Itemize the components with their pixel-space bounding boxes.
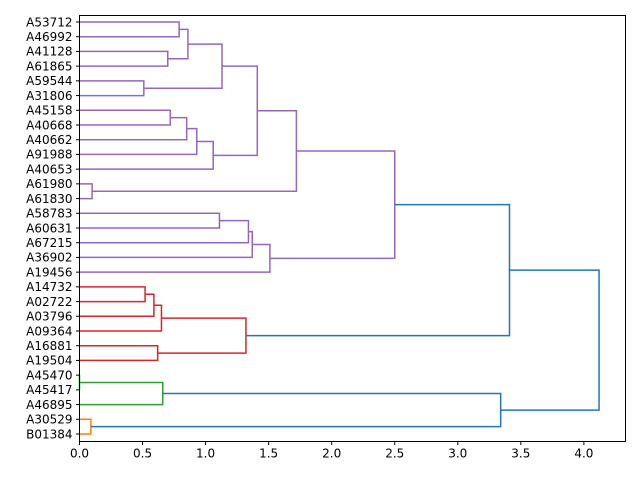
x-tick-label: 1.0 — [196, 447, 215, 461]
leaf-label: A45417 — [26, 383, 72, 397]
link-m24 — [79, 381, 164, 406]
link-m14 — [79, 230, 254, 259]
leaf-label: A45158 — [26, 104, 72, 118]
link-m5 — [79, 109, 172, 126]
leaf-label: A16881 — [26, 339, 72, 353]
leaf-label: A40653 — [26, 162, 72, 176]
link-m10 — [79, 183, 93, 200]
leaf-label: A58783 — [26, 207, 72, 221]
link-m1 — [79, 50, 169, 67]
leaf-label: A61980 — [26, 177, 72, 191]
link-m12 — [79, 212, 221, 229]
leaf-labels: A53712A46992A41128A61865A59544A31806A451… — [26, 15, 80, 441]
link-m8 — [79, 140, 214, 170]
leaf-label: A36902 — [26, 251, 72, 265]
leaf-label: A14732 — [26, 280, 72, 294]
leaf-label: A61830 — [26, 192, 72, 206]
link-m13 — [79, 219, 250, 244]
link-m2 — [167, 28, 189, 60]
leaf-label: A19504 — [26, 354, 72, 368]
leaf-label: A45470 — [26, 368, 72, 382]
leaf-label: A19456 — [26, 265, 72, 279]
x-tick-label: 0.0 — [70, 447, 89, 461]
x-tick-label: 4.0 — [574, 447, 593, 461]
leaf-label: A46992 — [26, 30, 72, 44]
link-m16 — [269, 150, 396, 260]
leaf-label: A09364 — [26, 324, 72, 338]
leaf-label: A53712 — [26, 15, 72, 29]
link-m22 — [245, 203, 511, 337]
link-m3 — [79, 80, 145, 97]
link-m26 — [90, 392, 502, 428]
x-tick-label: 2.5 — [385, 447, 404, 461]
leaf-label: A67215 — [26, 236, 72, 250]
leaf-label: A40662 — [26, 133, 72, 147]
leaf-label: A31806 — [26, 89, 72, 103]
leaf-label: A03796 — [26, 310, 72, 324]
leaf-label: A61865 — [26, 59, 72, 73]
link-m0 — [79, 21, 180, 38]
link-m6 — [79, 116, 188, 141]
x-tick-label: 2.0 — [322, 447, 341, 461]
link-m9 — [213, 65, 259, 157]
x-tick-label: 3.5 — [511, 447, 530, 461]
leaf-label: A59544 — [26, 74, 72, 88]
link-m20 — [79, 344, 159, 362]
link-m21 — [157, 317, 247, 354]
link-m18 — [79, 293, 155, 318]
x-tick-label: 3.0 — [448, 447, 467, 461]
link-m19 — [79, 304, 163, 332]
leaf-label: A02722 — [26, 295, 72, 309]
x-tick-label: 1.5 — [259, 447, 278, 461]
link-m7 — [79, 127, 198, 156]
link-m15 — [79, 243, 271, 273]
dendrogram-links — [78, 21, 600, 435]
leaf-label: A40668 — [26, 118, 72, 132]
x-tick-label: 0.5 — [133, 447, 152, 461]
link-m17 — [79, 286, 146, 303]
leaf-label: A30529 — [26, 413, 72, 427]
leaf-label: B01384 — [26, 427, 72, 441]
leaf-label: A60631 — [26, 221, 72, 235]
leaf-label: A91988 — [26, 148, 72, 162]
x-axis-ticks: 0.0 0.5 1.0 1.5 2.0 2.5 3.0 3.5 4.0 — [70, 441, 593, 461]
leaf-label: A46895 — [26, 398, 72, 412]
link-m27 — [500, 269, 600, 411]
leaf-label: A41128 — [26, 45, 72, 59]
link-m25 — [79, 418, 92, 435]
link-m11 — [92, 109, 298, 192]
